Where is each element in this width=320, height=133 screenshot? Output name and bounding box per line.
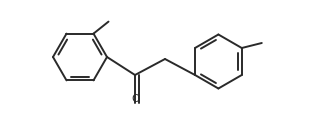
Text: O: O bbox=[131, 94, 139, 104]
